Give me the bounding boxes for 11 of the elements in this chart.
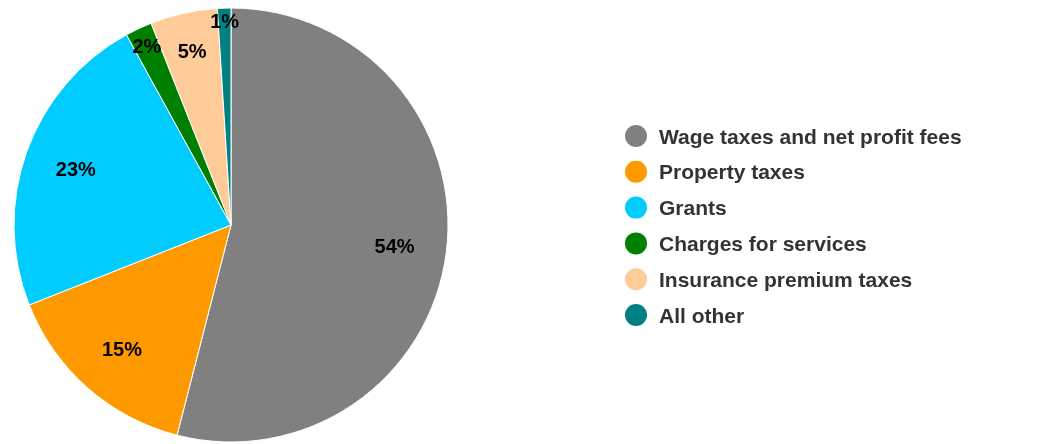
data-label: 5%	[177, 40, 207, 63]
data-label: 23%	[55, 158, 97, 181]
legend-label: Charges for services	[659, 231, 867, 255]
legend-label: Insurance premium taxes	[659, 267, 913, 291]
data-label: 1%	[210, 10, 240, 33]
legend-label: Grants	[659, 196, 727, 220]
legend-label: Property taxes	[659, 160, 805, 184]
legend-label: All other	[659, 303, 745, 327]
data-label: 54%	[374, 234, 415, 257]
data-label: 15%	[101, 337, 143, 360]
legend-label: Wage taxes and net profit fees	[659, 124, 962, 148]
